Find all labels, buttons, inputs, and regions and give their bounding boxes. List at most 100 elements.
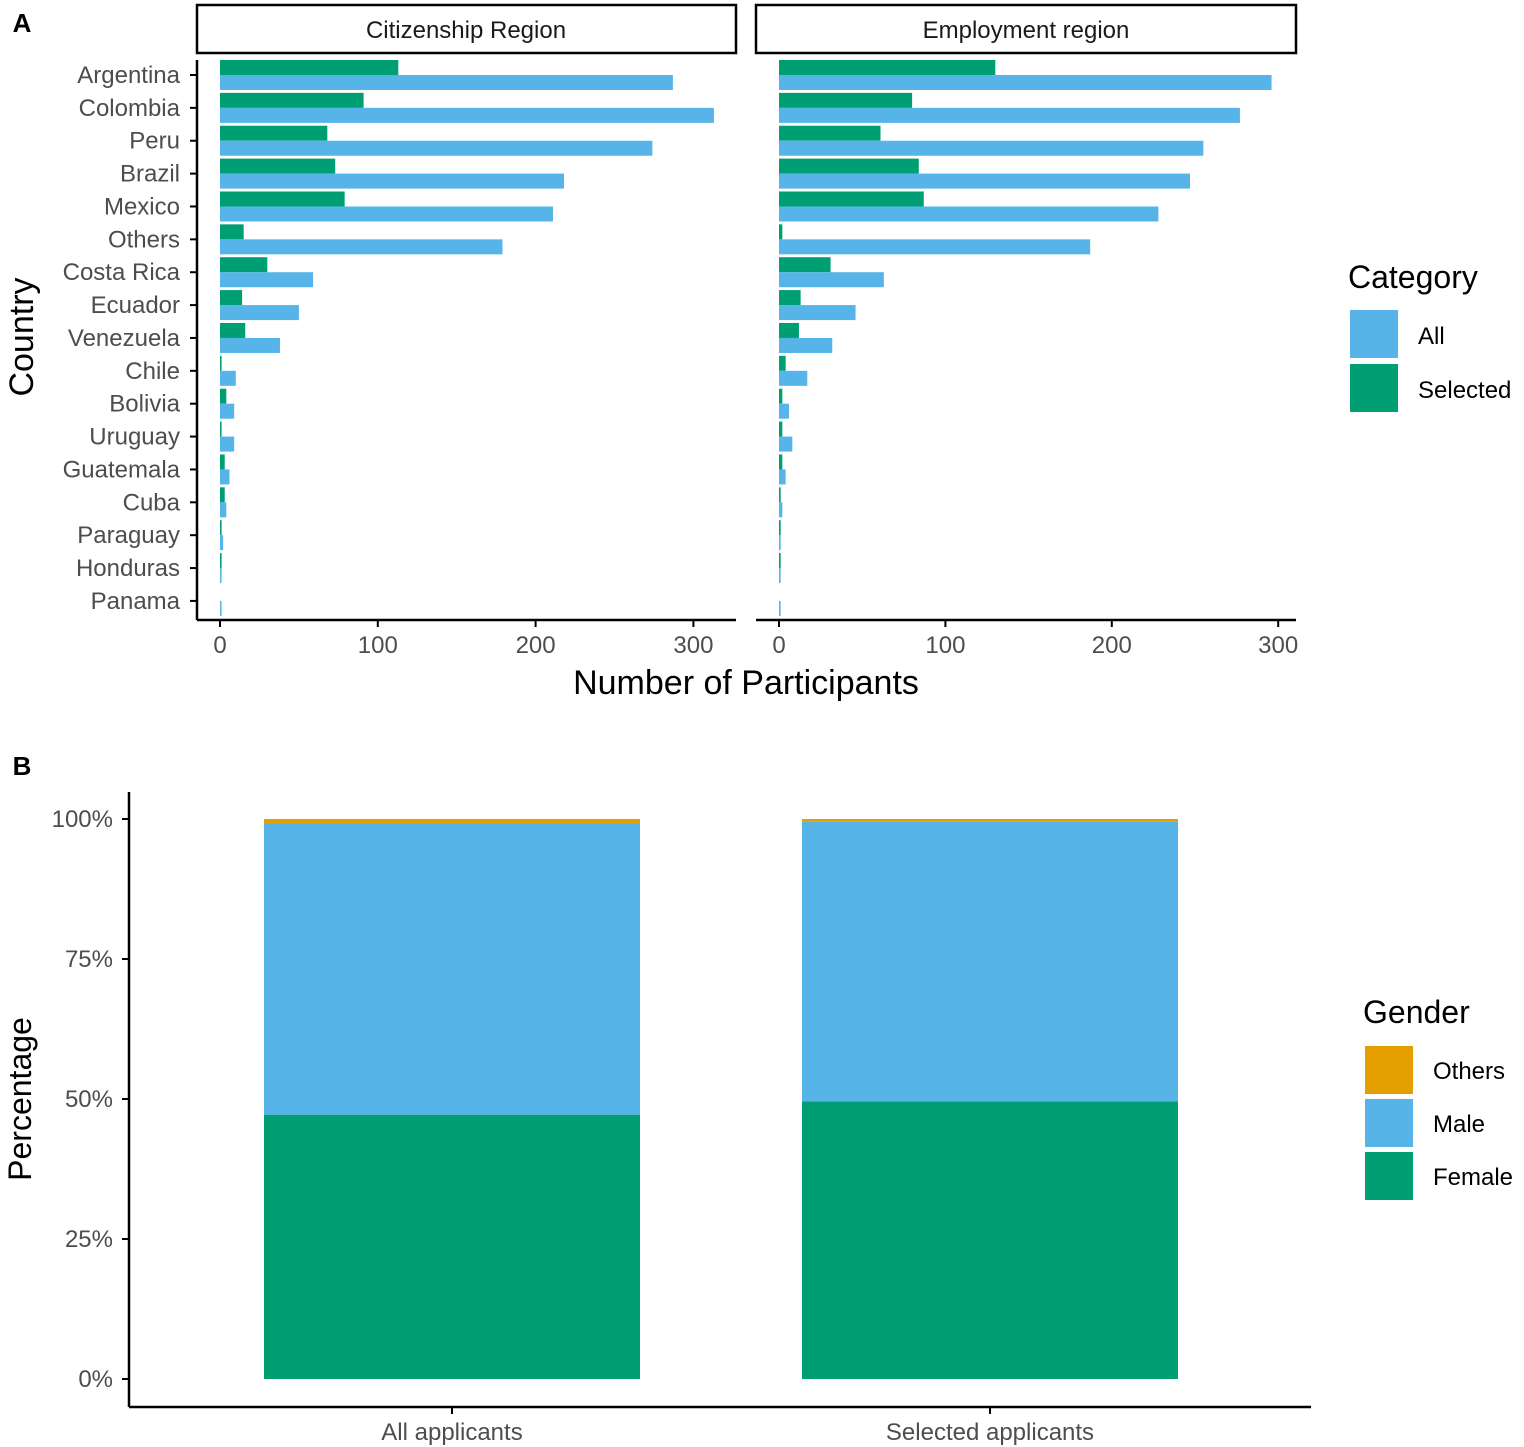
y-tick-label-cuba: Cuba xyxy=(123,489,181,516)
x-tick-label-citizenship-region-200: 200 xyxy=(516,632,556,659)
y-tick-label-0-percent: 0% xyxy=(78,1366,113,1393)
bar-employment-region-all-paraguay xyxy=(779,535,781,551)
bar-employment-region-all-venezuela xyxy=(779,337,833,353)
y-tick-label-75-percent: 75% xyxy=(65,946,113,973)
bar-citizenship-region-selected-costa-rica xyxy=(220,257,268,273)
legend-b-swatch-others xyxy=(1365,1046,1413,1094)
panel-b-axes: 0% 25% 50% 75% 100% All applicants Selected ap… xyxy=(52,792,1311,1446)
y-tick-label-brazil: Brazil xyxy=(120,161,180,188)
y-tick-label-50-percent: 50% xyxy=(65,1086,113,1113)
bar-citizenship-region-all-bolivia xyxy=(220,403,235,419)
bar-all-applicants-others xyxy=(264,819,640,824)
bar-citizenship-region-all-cuba xyxy=(220,502,227,518)
bar-citizenship-region-all-brazil xyxy=(220,173,565,189)
bar-employment-region-all-colombia xyxy=(779,107,1240,123)
bar-selected-applicants-others xyxy=(802,819,1178,822)
bar-citizenship-region-all-uruguay xyxy=(220,436,235,452)
y-tick-label-colombia: Colombia xyxy=(79,95,181,122)
bar-employment-region-selected-uruguay xyxy=(779,421,783,437)
bar-employment-region-all-ecuador xyxy=(779,305,856,321)
bar-employment-region-selected-mexico xyxy=(779,191,924,207)
y-tick-label-venezuela: Venezuela xyxy=(68,325,181,352)
panel-b-y-axis-title: Percentage xyxy=(2,1017,38,1181)
bar-employment-region-selected-cuba xyxy=(779,487,781,503)
x-tick-label-employment-region-0: 0 xyxy=(772,632,785,659)
bar-citizenship-region-selected-colombia xyxy=(220,92,364,108)
bar-employment-region-selected-guatemala xyxy=(779,454,783,470)
bar-employment-region-all-guatemala xyxy=(779,469,786,485)
y-tick-label-peru: Peru xyxy=(129,128,180,155)
bar-citizenship-region-all-others xyxy=(220,239,503,255)
bar-citizenship-region-selected-others xyxy=(220,224,244,240)
bar-citizenship-region-selected-bolivia xyxy=(220,388,227,404)
y-tick-label-ecuador: Ecuador xyxy=(91,292,180,319)
bar-citizenship-region-selected-peru xyxy=(220,125,328,141)
bar-employment-region-all-uruguay xyxy=(779,436,793,452)
legend-a-label-all: All xyxy=(1418,323,1445,350)
bar-citizenship-region-all-guatemala xyxy=(220,469,230,485)
facet-title-citizenship: Citizenship Region xyxy=(366,17,566,44)
legend-a-swatch-selected xyxy=(1350,364,1398,412)
bar-citizenship-region-selected-brazil xyxy=(220,158,336,174)
bar-citizenship-region-selected-ecuador xyxy=(220,290,243,306)
panel-a-x-axis-title: Number of Participants xyxy=(573,664,919,702)
bar-citizenship-region-all-chile xyxy=(220,370,236,386)
y-tick-label-100-percent: 100% xyxy=(52,806,113,833)
bar-employment-region-all-peru xyxy=(779,140,1204,156)
bar-employment-region-selected-colombia xyxy=(779,92,913,108)
y-tick-label-argentina: Argentina xyxy=(77,62,180,89)
facet-title-employment: Employment region xyxy=(923,17,1130,44)
bar-employment-region-selected-brazil xyxy=(779,158,919,174)
bar-employment-region-all-chile xyxy=(779,370,808,386)
y-tick-label-costa-rica: Costa Rica xyxy=(63,259,181,286)
legend-a-label-selected: Selected xyxy=(1418,377,1511,404)
bar-employment-region-selected-bolivia xyxy=(779,388,783,404)
bar-employment-region-all-costa-rica xyxy=(779,272,884,288)
bar-citizenship-region-selected-cuba xyxy=(220,487,225,503)
panel-label-b: B xyxy=(13,751,32,781)
panel-label-a: A xyxy=(13,8,32,38)
bar-employment-region-all-brazil xyxy=(779,173,1191,189)
bar-all-applicants-female xyxy=(264,1114,640,1379)
bar-citizenship-region-all-mexico xyxy=(220,206,553,222)
bar-employment-region-selected-argentina xyxy=(779,60,996,75)
legend-b-label-male: Male xyxy=(1433,1111,1485,1138)
bar-employment-region-all-others xyxy=(779,239,1091,255)
bar-selected-applicants-male xyxy=(802,821,1178,1102)
x-tick-label-citizenship-region-300: 300 xyxy=(673,632,713,659)
bar-employment-region-selected-others xyxy=(779,224,783,240)
y-tick-label-chile: Chile xyxy=(125,358,180,385)
bar-employment-region-all-mexico xyxy=(779,206,1159,222)
panel-b-chart: 0% 25% 50% 75% 100% All applicants Selected ap… xyxy=(2,792,1513,1446)
y-tick-label-uruguay: Uruguay xyxy=(89,424,180,451)
bar-citizenship-region-all-honduras xyxy=(220,568,222,584)
panel-a-axes: Argentina Colombia Peru Brazil Mexico Others C… xyxy=(63,60,1298,659)
bar-employment-region-all-bolivia xyxy=(779,403,789,419)
x-tick-label-selected-applicants: Selected applicants xyxy=(886,1419,1094,1446)
bar-employment-region-selected-peru xyxy=(779,125,881,141)
y-tick-label-25-percent: 25% xyxy=(65,1226,113,1253)
x-tick-label-all-applicants: All applicants xyxy=(381,1419,522,1446)
legend-a-title: Category xyxy=(1348,259,1478,295)
panel-a-bars xyxy=(220,60,1272,616)
y-tick-label-panama: Panama xyxy=(91,588,181,615)
panel-a-legend: Category All Selected xyxy=(1348,259,1511,412)
bar-employment-region-selected-costa-rica xyxy=(779,257,831,273)
bar-citizenship-region-all-argentina xyxy=(220,75,673,90)
bar-citizenship-region-all-venezuela xyxy=(220,337,280,353)
panel-a-y-axis-title: Country xyxy=(3,277,41,396)
bar-employment-region-selected-honduras xyxy=(779,553,781,569)
panel-a-chart: Citizenship Region Employment region Arg… xyxy=(3,3,1511,702)
x-tick-label-employment-region-100: 100 xyxy=(925,632,965,659)
bar-employment-region-all-panama xyxy=(779,600,781,616)
bar-employment-region-selected-venezuela xyxy=(779,322,799,338)
legend-b-swatch-male xyxy=(1365,1099,1413,1147)
legend-b-title: Gender xyxy=(1363,994,1470,1030)
y-tick-label-honduras: Honduras xyxy=(76,555,180,582)
x-tick-label-citizenship-region-0: 0 xyxy=(213,632,226,659)
bar-citizenship-region-all-panama xyxy=(220,600,222,616)
bar-all-applicants-male xyxy=(264,823,640,1115)
y-tick-label-others: Others xyxy=(108,226,180,253)
bar-citizenship-region-all-paraguay xyxy=(220,535,224,551)
y-tick-label-guatemala: Guatemala xyxy=(63,456,181,483)
